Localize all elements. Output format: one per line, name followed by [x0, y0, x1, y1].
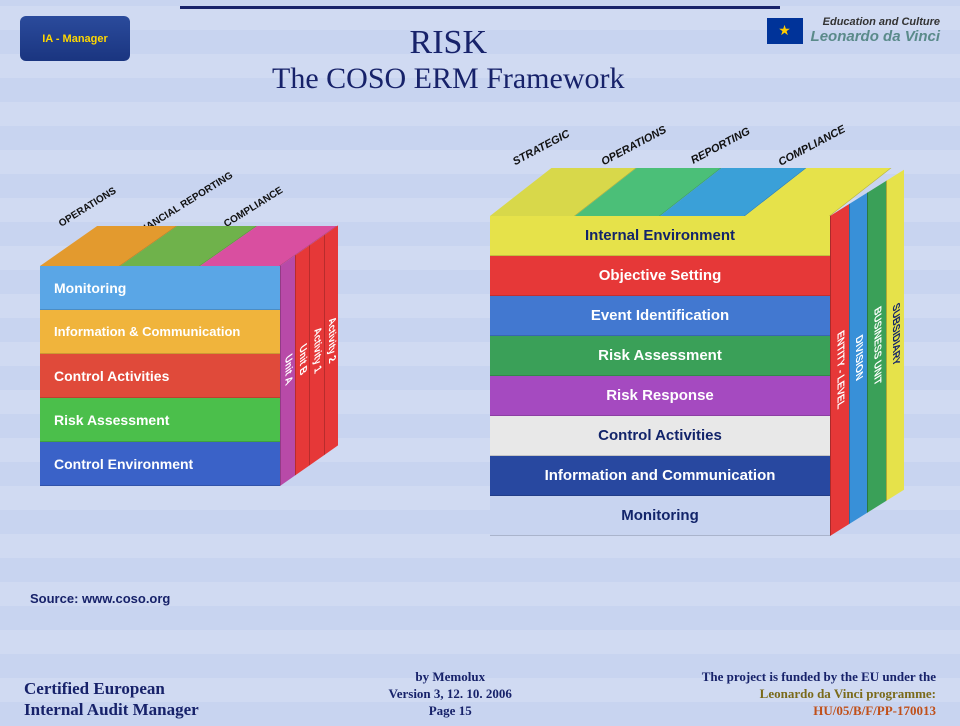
logo-left: IA - Manager — [20, 16, 130, 61]
left-side-2: Activity 1 — [309, 236, 324, 466]
footer-mid: by Memolux Version 3, 12. 10. 2006 Page … — [389, 669, 512, 720]
title-line1: RISK — [130, 24, 767, 62]
footer-left-l1: Certified European — [24, 679, 199, 699]
title-line2: The COSO ERM Framework — [130, 62, 767, 96]
ia-manager-logo: IA - Manager — [20, 16, 130, 61]
left-cube-side: Unit A Unit B Activity 1 Activity 2 — [280, 225, 338, 486]
footer-right-l3: HU/05/B/F/PP-170013 — [702, 703, 936, 720]
left-side-3: Activity 2 — [324, 225, 339, 455]
left-row-1: Information & Communication — [40, 310, 280, 354]
logo-right-text: Education and Culture Leonardo da Vinci — [811, 16, 940, 45]
right-row-1: Objective Setting — [490, 256, 830, 296]
left-row-3: Risk Assessment — [40, 398, 280, 442]
right-cube-front: Internal Environment Objective Setting E… — [490, 216, 830, 536]
right-side-0: ENTITY - LEVEL — [830, 204, 849, 536]
left-top-label-2: COMPLIANCE — [222, 185, 285, 230]
right-row-7: Monitoring — [490, 496, 830, 536]
footer-mid-l3: Page 15 — [389, 703, 512, 720]
right-cube-side: ENTITY - LEVEL DIVISION BUSINESS UNIT SU… — [830, 170, 904, 536]
coso-cube-left: OPERATIONS FINANCIAL REPORTING COMPLIANC… — [40, 266, 360, 516]
right-side-2: BUSINESS UNIT — [867, 181, 886, 513]
right-row-4: Risk Response — [490, 376, 830, 416]
left-top-label-0: OPERATIONS — [57, 186, 118, 230]
left-row-0: Monitoring — [40, 266, 280, 310]
title-block: RISK The COSO ERM Framework — [130, 16, 767, 96]
right-row-5: Control Activities — [490, 416, 830, 456]
edu-culture-label: Education and Culture — [823, 16, 940, 28]
left-side-0: Unit A — [280, 256, 295, 486]
slide-footer: Certified European Internal Audit Manage… — [0, 656, 960, 726]
footer-left-l2: Internal Audit Manager — [24, 700, 199, 720]
footer-mid-l2: Version 3, 12. 10. 2006 — [389, 686, 512, 703]
coso-erm-cube-right: STRATEGIC OPERATIONS REPORTING COMPLIANC… — [490, 216, 910, 576]
left-row-2: Control Activities — [40, 354, 280, 398]
right-row-3: Risk Assessment — [490, 336, 830, 376]
footer-mid-l1: by Memolux — [389, 669, 512, 686]
footer-right-l1: The project is funded by the EU under th… — [702, 669, 936, 686]
right-side-1: DIVISION — [849, 193, 868, 525]
left-row-4: Control Environment — [40, 442, 280, 486]
footer-right-l2: Leonardo da Vinci programme: — [702, 686, 936, 703]
left-side-1: Unit B — [295, 246, 310, 476]
right-row-2: Event Identification — [490, 296, 830, 336]
right-row-6: Information and Communication — [490, 456, 830, 496]
left-cube-front: Monitoring Information & Communication C… — [40, 266, 280, 486]
eu-flag-icon: ★ — [767, 18, 803, 44]
slide-header: IA - Manager RISK The COSO ERM Framework… — [0, 6, 960, 136]
logo-right: ★ Education and Culture Leonardo da Vinc… — [767, 16, 940, 45]
footer-right: The project is funded by the EU under th… — [702, 669, 936, 720]
leonardo-label: Leonardo da Vinci — [811, 28, 940, 45]
source-citation: Source: www.coso.org — [30, 591, 170, 606]
footer-left: Certified European Internal Audit Manage… — [24, 679, 199, 720]
right-row-0: Internal Environment — [490, 216, 830, 256]
right-side-3: SUBSIDIARY — [886, 170, 905, 502]
right-cube-top — [490, 168, 891, 216]
